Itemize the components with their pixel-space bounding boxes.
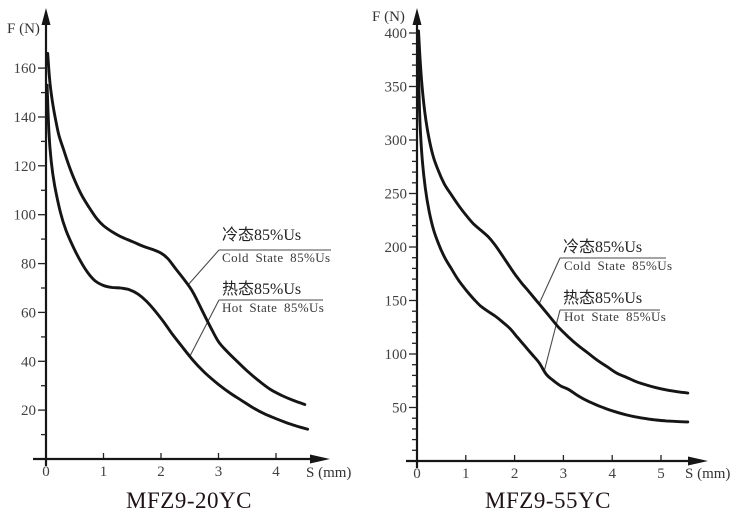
x-tick-label: 3: [560, 466, 568, 482]
legend-cold-label-en: Cold State 85%Us: [222, 250, 330, 265]
y-tick-label: 40: [21, 354, 36, 370]
y-tick-label: 60: [21, 305, 36, 321]
x-axis-arrow: [688, 456, 708, 466]
x-tick-label: 1: [462, 466, 470, 482]
x-axis-arrow: [310, 454, 330, 464]
curve-hot-state-85pct-us: [416, 40, 690, 424]
legend-leader-hot: [543, 309, 561, 373]
chart-plot-0: 20 40 60 80 100 120 140 160 0 1 2 3 4: [14, 8, 331, 480]
x-tick-label: 2: [157, 464, 165, 480]
y-tick-label: 200: [385, 240, 408, 256]
x-tick-label: 4: [272, 464, 280, 480]
x-tick-label: 5: [657, 466, 665, 482]
x-tick-label: 1: [100, 464, 108, 480]
y-axis-arrow: [412, 8, 422, 25]
chart-panel-mfz9-55yc: 50 100 150 200 250 300 350 400 0 1 2 3 4 5 F (N) S (m…: [370, 0, 739, 520]
chart-plot-1: 50 100 150 200 250 300 350 400 0 1 2 3 4 5: [385, 8, 708, 482]
legend-leader-cold: [187, 249, 220, 286]
x-axis-label: S (mm): [306, 465, 351, 481]
y-tick-label: 250: [385, 187, 408, 203]
legend-hot-label-cn: 热态85%Us: [563, 289, 642, 307]
curve-cold-state-85pct-us: [46, 52, 307, 406]
y-tick-label: 100: [385, 347, 408, 363]
y-tick-label: 120: [14, 159, 37, 175]
legend-hot-label-en: Hot State 85%Us: [222, 300, 324, 315]
x-tick-label: 0: [42, 464, 50, 480]
x-tick-label: 2: [511, 466, 518, 482]
legend-leader-cold: [538, 257, 561, 305]
legend-cold-label-cn: 冷态85%Us: [222, 226, 301, 244]
y-tick-label: 20: [21, 403, 36, 419]
chart-title: MFZ9-20YC: [126, 488, 252, 513]
chart-title: MFZ9-55YC: [485, 488, 611, 513]
y-tick-label: 140: [14, 110, 37, 126]
y-tick-label: 300: [385, 133, 408, 149]
y-tick-label: 160: [14, 61, 37, 77]
legend-cold-label-cn: 冷态85%Us: [563, 238, 642, 256]
legend-hot-label-cn: 热态85%Us: [222, 280, 301, 298]
y-axis-label: F (N): [7, 21, 40, 37]
legend-cold-label-en: Cold State 85%Us: [564, 258, 672, 273]
y-tick-label: 100: [14, 208, 37, 224]
curve-hot-state-85pct-us: [45, 83, 310, 431]
x-tick-label: 3: [215, 464, 223, 480]
curve-cold-state-85pct-us: [417, 29, 690, 395]
x-axis-label: S (mm): [685, 466, 730, 482]
chart-panel-mfz9-20yc: 20 40 60 80 100 120 140 160 0 1 2 3 4 F (N) S (mm) 冷…: [7, 8, 351, 513]
y-tick-label: 350: [385, 80, 408, 96]
y-tick-label: 50: [392, 401, 407, 417]
y-tick-label: 80: [21, 257, 36, 273]
chart-mfz9-55yc: 50 100 150 200 250 300 350 400 0 1 2 3 4 5 F (N) S (m…: [372, 8, 730, 513]
y-axis-label: F (N): [372, 9, 405, 25]
x-tick-label: 4: [608, 466, 616, 482]
y-axis-arrow: [41, 8, 51, 25]
x-tick-label: 0: [413, 466, 421, 482]
legend-leader-hot: [189, 299, 220, 357]
y-tick-label: 400: [385, 26, 408, 42]
legend-hot-label-en: Hot State 85%Us: [564, 309, 666, 324]
chart-mfz9-20yc: 20 40 60 80 100 120 140 160 0 1 2 3 4 F (N) S (mm) 冷…: [7, 8, 351, 513]
y-tick-label: 150: [385, 294, 408, 310]
